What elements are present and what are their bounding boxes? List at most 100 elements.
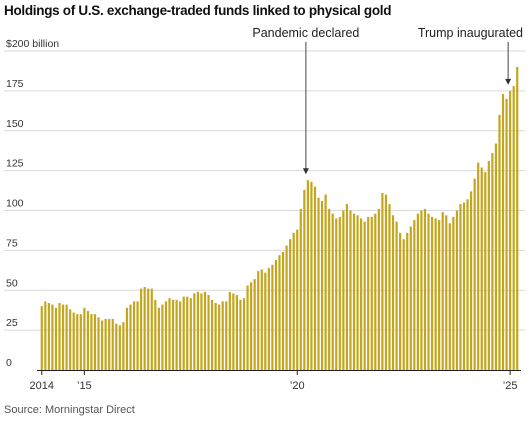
bar: [175, 299, 178, 370]
bar: [140, 288, 143, 370]
bar: [143, 287, 146, 370]
bar: [115, 323, 118, 370]
bar: [179, 301, 182, 370]
bar: [427, 213, 430, 370]
bar: [196, 291, 199, 370]
bar: [420, 210, 423, 370]
bar: [207, 295, 210, 370]
bar: [104, 318, 107, 370]
bar: [384, 194, 388, 370]
bar: [58, 303, 61, 370]
bar: [203, 291, 207, 370]
bar: [299, 208, 302, 370]
bar: [83, 307, 86, 370]
bar: [200, 293, 203, 370]
bar: [281, 251, 285, 370]
bar: [391, 215, 395, 370]
bar: [377, 208, 380, 370]
bar: [381, 192, 384, 370]
bar: [430, 216, 434, 370]
bar: [455, 210, 459, 370]
bar: [402, 239, 405, 370]
x-tick-label: ’20: [290, 380, 305, 392]
bar: [154, 299, 157, 370]
bar: [51, 304, 54, 370]
bar: [221, 301, 224, 370]
bar: [122, 322, 125, 370]
bar: [260, 269, 263, 370]
bar: [246, 285, 249, 370]
bar: [328, 208, 331, 370]
bar: [253, 279, 256, 370]
bar: [289, 239, 292, 370]
bar: [345, 204, 349, 370]
annotation-label: Pandemic declared: [252, 26, 359, 40]
bar: [150, 288, 153, 370]
x-tick-label: ’15: [77, 380, 92, 392]
bar: [331, 213, 334, 370]
bar: [363, 221, 366, 370]
bar: [370, 216, 373, 370]
bar: [125, 307, 129, 370]
bar: [473, 178, 476, 370]
bar: [501, 94, 505, 370]
bar: [335, 218, 338, 370]
bar: [210, 299, 214, 370]
bar: [459, 204, 462, 370]
bar: [516, 66, 519, 370]
bar: [338, 216, 341, 370]
bar: [225, 301, 228, 370]
y-tick-label: 125: [6, 158, 24, 170]
bar: [512, 86, 515, 370]
bar: [491, 153, 494, 370]
bar: [452, 216, 455, 370]
bar: [356, 215, 359, 370]
bar: [470, 191, 473, 370]
bar: [189, 298, 192, 370]
bar: [306, 180, 309, 370]
bar: [118, 325, 121, 370]
bar: [264, 272, 267, 370]
bar: [285, 245, 288, 370]
bar: [193, 293, 196, 370]
bar: [182, 296, 185, 370]
y-tick-label: 150: [6, 118, 24, 130]
bar: [416, 213, 419, 370]
chart-title: Holdings of U.S. exchange-traded funds l…: [4, 3, 392, 18]
bar: [462, 202, 466, 370]
y-tick-label: 25: [6, 317, 18, 329]
bar: [65, 304, 68, 370]
bar: [242, 298, 246, 370]
source-note: Source: Morningstar Direct: [4, 404, 135, 416]
bar: [86, 310, 89, 370]
bar: [44, 301, 47, 370]
bar: [274, 259, 278, 370]
bar: [168, 298, 171, 370]
bar: [72, 312, 75, 370]
bar: [487, 161, 490, 370]
bar: [434, 218, 437, 370]
bar: [395, 221, 398, 370]
bar: [90, 314, 93, 370]
bar: [477, 162, 480, 370]
bar: [69, 309, 72, 370]
bar: [100, 320, 104, 370]
bar: [360, 218, 363, 370]
bar: [218, 304, 221, 370]
bar: [267, 267, 270, 370]
bar: [413, 220, 416, 370]
bar: [438, 220, 441, 370]
bar: [505, 98, 508, 370]
bar: [132, 301, 136, 370]
bar: [342, 210, 345, 370]
bar: [129, 304, 132, 370]
bar: [352, 213, 356, 370]
bar: [161, 304, 164, 370]
bar: [498, 114, 501, 370]
bar: [292, 232, 295, 370]
bar: [406, 232, 409, 370]
bar: [108, 318, 111, 370]
annotation-label: Trump inaugurated: [418, 26, 523, 40]
